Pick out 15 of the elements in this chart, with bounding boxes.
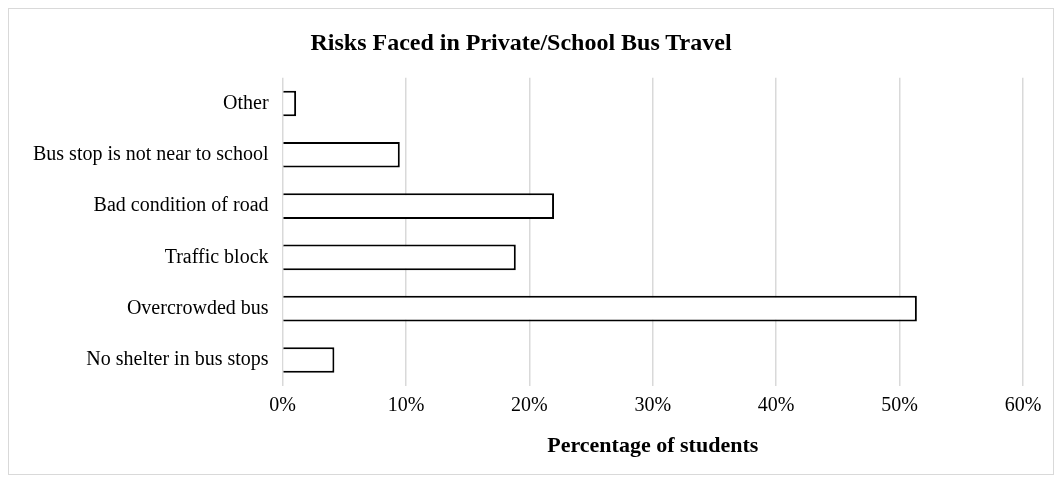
y-tick-label: No shelter in bus stops	[86, 347, 269, 371]
y-tick-label: Bus stop is not near to school	[33, 142, 269, 165]
x-tick-label: 20%	[511, 392, 548, 415]
y-tick-label: Traffic block	[164, 244, 269, 267]
x-tick-label: 30%	[634, 392, 672, 415]
x-tick-label: 60%	[1004, 392, 1042, 415]
y-tick-label: Overcrowded bus	[126, 295, 269, 318]
x-tick-label: 10%	[387, 392, 425, 415]
y-tick-label: Other	[223, 90, 269, 113]
x-axis-title: Percentage of students	[547, 432, 759, 458]
x-tick-label: 50%	[881, 392, 918, 415]
chart-title: Risks Faced in Private/School Bus Travel	[310, 28, 732, 55]
y-tick-label: Bad condition of road	[93, 193, 269, 216]
x-tick-label: 40%	[757, 392, 795, 415]
x-tick-label: 0%	[269, 392, 296, 415]
